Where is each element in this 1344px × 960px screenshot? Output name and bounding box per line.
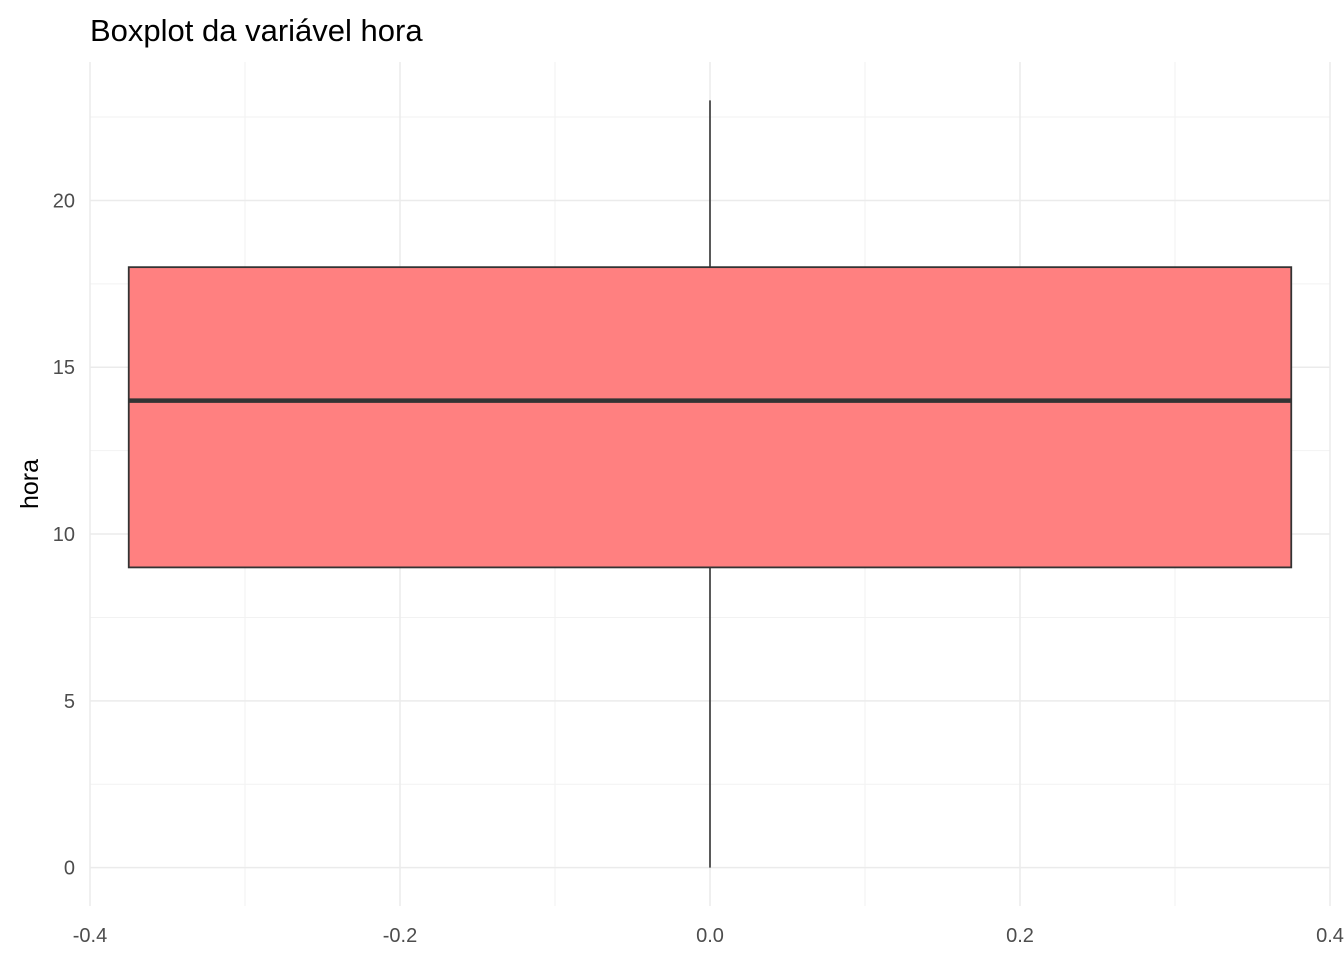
x-tick-label: -0.2 bbox=[383, 925, 417, 947]
x-tick-label: 0.4 bbox=[1316, 925, 1344, 947]
y-tick-label: 20 bbox=[53, 190, 75, 212]
x-tick-label: 0.2 bbox=[1006, 925, 1034, 947]
y-axis-label: hora bbox=[16, 459, 44, 509]
y-tick-label: 5 bbox=[64, 691, 75, 713]
y-tick-labels: 0 5 10 15 20 bbox=[53, 190, 75, 879]
x-tick-labels: -0.4 -0.2 0.0 0.2 0.4 bbox=[73, 925, 1344, 947]
y-tick-label: 15 bbox=[53, 357, 75, 379]
chart-title: Boxplot da variável hora bbox=[90, 13, 423, 48]
y-tick-label: 0 bbox=[64, 858, 75, 880]
x-tick-label: -0.4 bbox=[73, 925, 107, 947]
boxplot bbox=[127, 100, 1293, 868]
y-tick-label: 10 bbox=[53, 524, 75, 546]
x-tick-label: 0.0 bbox=[696, 925, 724, 947]
box-iqr bbox=[127, 266, 1293, 569]
